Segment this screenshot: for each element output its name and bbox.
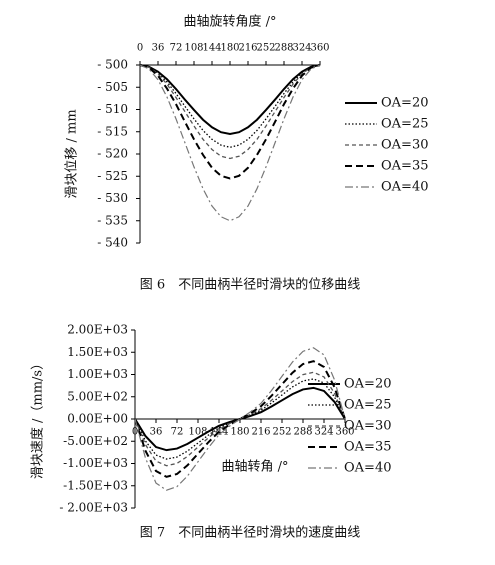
y-axis-title: 滑块位移 / mm [65,109,80,198]
legend-label: OA=35 [381,159,428,174]
x-tick-label: 216 [238,43,257,54]
series-line [134,371,346,467]
legend-label: OA=40 [344,461,391,476]
x-tick-label: 288 [293,427,312,438]
y-tick-label: - 500 [97,58,128,72]
x-tick-label: 324 [292,43,311,54]
y-tick-label: - 520 [97,147,128,161]
legend-label: OA=20 [344,377,391,392]
figure-caption: 图 7 不同曲柄半径时滑块的速度曲线 [140,525,360,541]
legend-label: OA=25 [344,398,391,413]
series-line [139,64,321,135]
series-line [139,64,321,148]
figure-caption: 图 6 不同曲柄半径时滑块的位移曲线 [140,277,360,293]
series-line [139,64,321,222]
x-tick-label: 360 [335,427,354,438]
legend-label: OA=30 [344,419,391,434]
series-line [139,64,321,180]
legend-label: OA=40 [381,180,428,195]
x-tick-label: 324 [314,427,333,438]
x-tick-label: 216 [251,427,270,438]
y-tick-label: - 525 [97,169,128,183]
y-tick-label: -1.50E+03 [63,478,128,492]
y-tick-label: 1.00E+03 [67,367,128,381]
x-tick-label: 180 [230,427,249,438]
x-tick-label: 108 [184,43,203,54]
y-tick-label: 5.00E+02 [67,389,128,403]
x-tick-label: 36 [152,43,165,54]
x-axis-title: 曲轴转角 /° [221,460,288,475]
series-line [134,360,346,478]
y-tick-label: - 2.00E+03 [59,501,128,515]
x-tick-label: 288 [274,43,293,54]
y-tick-label: 2.00E+03 [67,323,128,337]
legend-label: OA=25 [381,117,428,132]
legend-label: OA=35 [344,440,391,455]
y-axis-title: 滑块速度 /（mm/s） [30,357,46,479]
y-tick-label: - 535 [97,213,128,227]
y-tick-label: 1.50E+03 [67,345,128,359]
y-tick-label: - 515 [97,124,128,138]
x-tick-label: 180 [220,43,239,54]
series-line [134,347,346,491]
y-tick-label: -1.00E+03 [63,456,128,470]
y-tick-label: - 510 [97,102,128,116]
x-tick-label: 252 [256,43,275,54]
x-tick-label: 72 [170,43,183,54]
x-tick-label: 144 [202,43,221,54]
x-tick-label: 108 [188,427,207,438]
x-tick-label: 72 [171,427,184,438]
x-tick-label: 0 [132,427,138,438]
y-tick-label: - 530 [97,191,128,205]
legend-label: OA=30 [381,138,428,153]
x-tick-label: 252 [272,427,291,438]
y-tick-label: -5.00E+02 [63,434,128,448]
x-tick-label: 360 [310,43,329,54]
legend-label: OA=20 [381,96,428,111]
x-tick-label: 0 [137,43,143,54]
x-tick-label: 36 [150,427,163,438]
series-line [139,64,321,160]
y-tick-label: - 540 [97,236,128,250]
y-tick-label: 0.00E+00 [67,412,128,426]
y-tick-label: - 505 [97,80,128,94]
x-axis-title: 曲轴旋转角度 /° [183,14,276,30]
